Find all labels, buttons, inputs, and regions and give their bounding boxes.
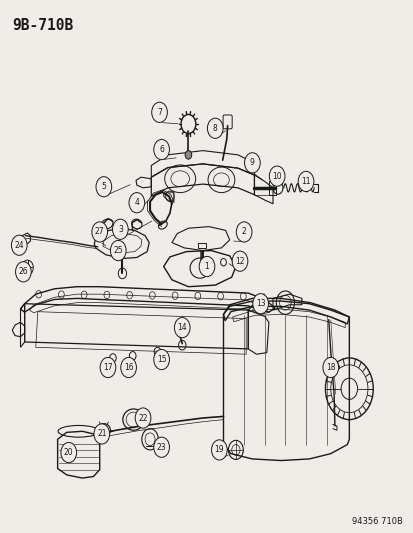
Circle shape — [12, 235, 27, 255]
Circle shape — [153, 350, 169, 369]
Circle shape — [232, 251, 247, 271]
Text: 94356 710B: 94356 710B — [351, 517, 402, 526]
Text: 15: 15 — [157, 355, 166, 364]
Text: 19: 19 — [214, 446, 224, 455]
Text: 2: 2 — [241, 228, 246, 237]
Text: 3: 3 — [118, 225, 123, 234]
Circle shape — [252, 294, 268, 314]
Text: 9: 9 — [249, 158, 254, 167]
Text: 20: 20 — [64, 448, 74, 457]
Circle shape — [268, 166, 284, 186]
Circle shape — [207, 118, 223, 139]
Text: 26: 26 — [19, 268, 28, 276]
Circle shape — [174, 318, 190, 338]
Circle shape — [121, 358, 136, 377]
Circle shape — [185, 151, 191, 159]
Circle shape — [61, 442, 76, 463]
Text: 21: 21 — [97, 430, 106, 439]
Circle shape — [244, 153, 260, 173]
Text: 18: 18 — [325, 363, 335, 372]
Text: 16: 16 — [123, 363, 133, 372]
Text: 6: 6 — [159, 145, 164, 154]
Text: 1: 1 — [204, 262, 209, 271]
Circle shape — [153, 437, 169, 457]
Text: 9B-710B: 9B-710B — [12, 18, 74, 33]
Circle shape — [153, 140, 169, 160]
Text: 23: 23 — [157, 443, 166, 452]
Circle shape — [236, 222, 252, 242]
Circle shape — [297, 171, 313, 191]
Circle shape — [129, 192, 145, 213]
Circle shape — [112, 219, 128, 239]
Text: 5: 5 — [101, 182, 106, 191]
Text: 17: 17 — [103, 363, 112, 372]
Circle shape — [135, 408, 150, 428]
Text: 13: 13 — [255, 299, 265, 308]
Text: 12: 12 — [235, 257, 244, 265]
Circle shape — [92, 222, 107, 242]
Text: 27: 27 — [95, 228, 104, 237]
Text: 22: 22 — [138, 414, 147, 423]
Circle shape — [199, 256, 214, 277]
Text: 14: 14 — [177, 323, 187, 332]
Circle shape — [100, 358, 116, 377]
Text: 25: 25 — [113, 246, 123, 255]
Text: 24: 24 — [14, 241, 24, 250]
Circle shape — [211, 440, 227, 460]
Circle shape — [94, 424, 109, 444]
Circle shape — [322, 358, 338, 377]
Text: 10: 10 — [272, 172, 281, 181]
Text: 4: 4 — [134, 198, 139, 207]
Text: 7: 7 — [157, 108, 161, 117]
Circle shape — [16, 262, 31, 282]
Circle shape — [151, 102, 167, 123]
Circle shape — [110, 240, 126, 261]
Circle shape — [96, 176, 112, 197]
Text: 8: 8 — [212, 124, 217, 133]
Text: 11: 11 — [301, 177, 310, 186]
